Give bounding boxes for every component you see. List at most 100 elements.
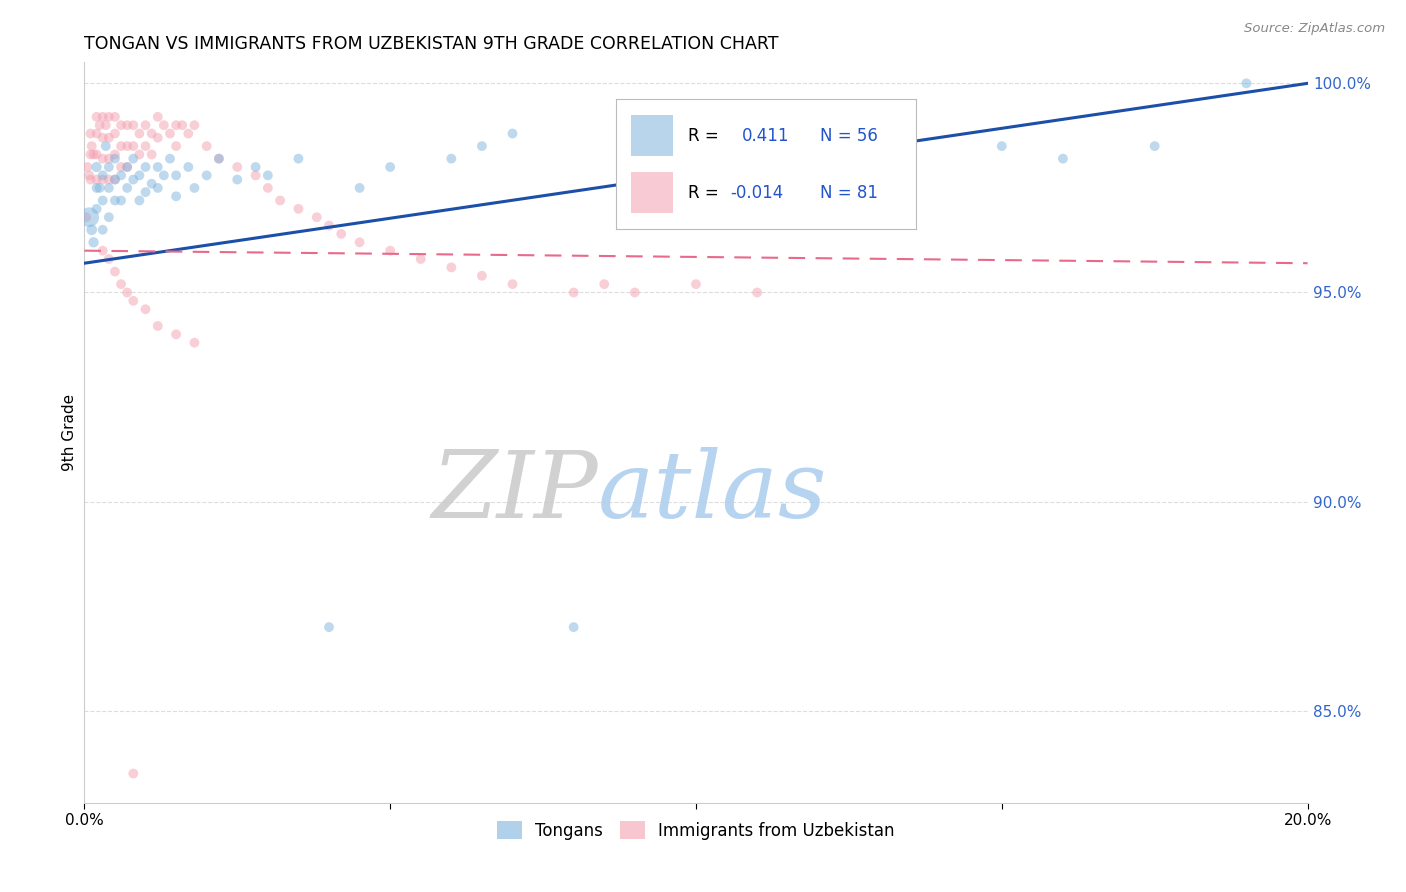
Point — [122, 766, 145, 780]
Point — [624, 169, 647, 183]
Point — [97, 211, 120, 225]
Point — [79, 147, 101, 161]
Point — [97, 160, 120, 174]
Point — [115, 160, 138, 174]
Point — [128, 194, 150, 208]
Point — [97, 172, 120, 186]
Point — [146, 318, 169, 333]
Point — [94, 139, 117, 153]
Point — [471, 139, 494, 153]
Point — [807, 160, 830, 174]
Point — [91, 169, 114, 183]
Point — [115, 118, 138, 132]
Point — [1143, 139, 1166, 153]
Point — [115, 139, 138, 153]
Point — [502, 277, 524, 292]
Text: atlas: atlas — [598, 447, 828, 537]
Point — [183, 181, 205, 195]
Point — [183, 118, 205, 132]
Point — [685, 152, 707, 166]
Point — [110, 118, 132, 132]
Point — [75, 211, 97, 225]
Point — [128, 169, 150, 183]
Point — [97, 252, 120, 266]
Point — [91, 244, 114, 258]
Point — [624, 285, 647, 300]
Point — [97, 181, 120, 195]
Point — [159, 152, 181, 166]
Point — [747, 285, 769, 300]
Point — [195, 169, 218, 183]
Point — [269, 194, 291, 208]
Point — [128, 147, 150, 161]
Point — [97, 152, 120, 166]
Point — [141, 147, 163, 161]
Point — [349, 235, 371, 250]
Point — [146, 181, 169, 195]
Point — [165, 169, 187, 183]
Point — [128, 127, 150, 141]
Point — [94, 118, 117, 132]
Point — [153, 169, 176, 183]
Point — [165, 118, 187, 132]
Point — [287, 152, 309, 166]
Point — [330, 227, 353, 241]
Point — [165, 327, 187, 342]
Point — [91, 223, 114, 237]
Point — [86, 110, 108, 124]
Point — [502, 127, 524, 141]
Point — [245, 169, 267, 183]
Point — [104, 127, 127, 141]
Point — [86, 181, 108, 195]
Point — [159, 127, 181, 141]
Point — [76, 160, 98, 174]
Point — [257, 181, 280, 195]
Point — [86, 127, 108, 141]
Point — [409, 252, 432, 266]
Text: ZIP: ZIP — [432, 447, 598, 537]
Point — [1052, 152, 1074, 166]
Point — [122, 293, 145, 308]
Point — [208, 152, 231, 166]
Point — [86, 172, 108, 186]
Point — [110, 194, 132, 208]
Point — [89, 118, 111, 132]
Point — [153, 118, 176, 132]
Y-axis label: 9th Grade: 9th Grade — [62, 394, 77, 471]
Text: Source: ZipAtlas.com: Source: ZipAtlas.com — [1244, 22, 1385, 36]
Point — [183, 335, 205, 350]
Point — [110, 160, 132, 174]
Point — [440, 260, 463, 275]
Point — [318, 219, 340, 233]
Point — [110, 169, 132, 183]
Point — [141, 127, 163, 141]
Point — [305, 211, 328, 225]
Point — [135, 139, 157, 153]
Point — [77, 169, 100, 183]
Point — [79, 127, 101, 141]
Point — [226, 172, 249, 186]
Point — [177, 160, 200, 174]
Point — [110, 277, 132, 292]
Point — [318, 620, 340, 634]
Point — [195, 139, 218, 153]
Point — [115, 285, 138, 300]
Point — [115, 160, 138, 174]
Legend: Tongans, Immigrants from Uzbekistan: Tongans, Immigrants from Uzbekistan — [491, 814, 901, 847]
Point — [115, 181, 138, 195]
Point — [135, 118, 157, 132]
Point — [380, 160, 402, 174]
Point — [135, 185, 157, 199]
Point — [104, 152, 127, 166]
Point — [80, 139, 103, 153]
Point — [172, 118, 194, 132]
Point — [104, 264, 127, 278]
Point — [685, 277, 707, 292]
Point — [83, 147, 105, 161]
Point — [146, 160, 169, 174]
Point — [135, 160, 157, 174]
Point — [91, 110, 114, 124]
Point — [471, 268, 494, 283]
Point — [146, 130, 169, 145]
Point — [91, 194, 114, 208]
